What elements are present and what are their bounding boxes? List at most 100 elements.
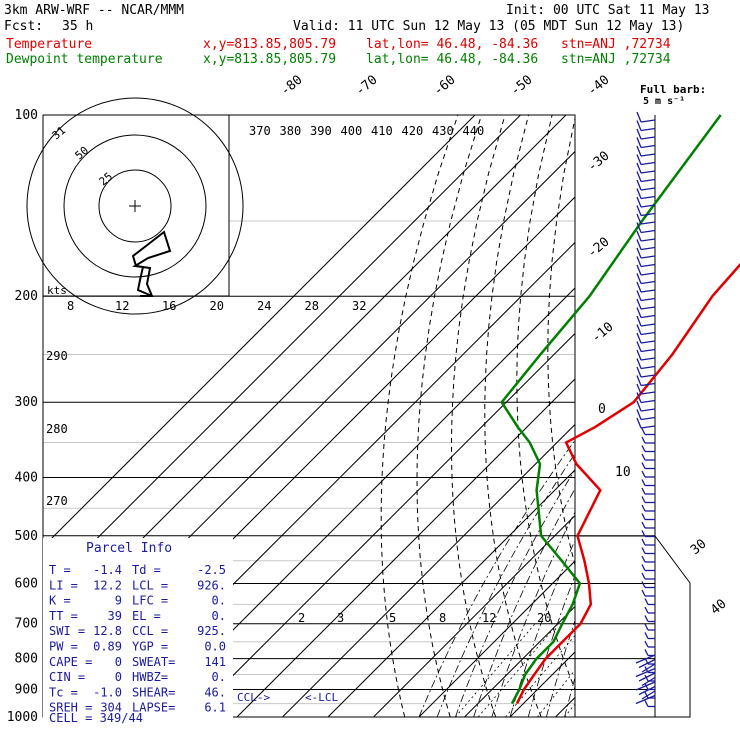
wind-barb — [641, 436, 655, 444]
mixing-ratio-label: 5 — [389, 611, 396, 625]
wind-barb — [641, 513, 655, 521]
wind-barb — [636, 358, 656, 370]
wind-barb — [641, 496, 655, 504]
wind-barb — [636, 222, 656, 234]
wind-barb-staff — [640, 170, 656, 174]
moist-adiabat — [455, 468, 575, 717]
barb-key-unit: 5 m s⁻¹ — [643, 96, 685, 107]
hodograph — [26, 97, 244, 315]
isotherm-label: -60 — [431, 72, 459, 99]
wind-barb — [641, 470, 655, 478]
wind-barb-staff — [640, 374, 656, 378]
wind-barb — [636, 281, 656, 293]
wind-barb — [636, 196, 656, 208]
mixing-ratio-line — [477, 623, 559, 717]
parcel-info-cell: Td = — [132, 563, 161, 577]
wind-barb-staff — [640, 314, 656, 319]
moist-adiabat — [637, 296, 740, 717]
parcel-info-bg — [43, 538, 233, 718]
wind-barb-flag — [644, 691, 649, 699]
wind-barbs — [635, 111, 656, 708]
wind-barb — [644, 623, 655, 631]
mixing-ratio-label: 20 — [537, 611, 551, 625]
wind-barb-staff — [640, 119, 656, 123]
wind-barb-flag — [641, 479, 646, 486]
wind-barb — [636, 417, 656, 429]
wind-barb — [636, 341, 656, 353]
wind-barb — [641, 581, 655, 589]
theta-label-low: 270 — [46, 494, 68, 508]
parcel-info-cell: -2.5 — [197, 563, 226, 577]
dry-adiabat — [689, 115, 740, 717]
mixing-ratio-label: 12 — [482, 611, 496, 625]
wind-barb — [644, 649, 655, 657]
wind-barb — [644, 632, 655, 640]
wind-barb — [644, 606, 655, 614]
wind-barb — [641, 479, 655, 487]
parcel-info-cell: SREH = — [49, 701, 92, 715]
hodograph-speed-label: 20 — [210, 299, 224, 313]
temperature-xy: x,y=813.85,805.79 — [203, 37, 336, 52]
wind-barb — [636, 392, 656, 404]
wind-barb-staff — [640, 365, 656, 370]
wind-barb — [636, 383, 656, 395]
wind-barb — [636, 366, 656, 378]
wind-barb-staff — [640, 195, 656, 200]
wind-barb-flag — [636, 375, 642, 386]
parcel-info-cell: 304 — [100, 701, 122, 715]
pressure-tick-label: 200 — [15, 289, 38, 304]
wind-barb-flag — [644, 674, 649, 682]
wind-barb-flag — [641, 513, 646, 520]
isotherm-line — [601, 115, 740, 717]
wind-barb-staff — [640, 382, 656, 387]
moist-adiabat — [491, 511, 575, 717]
wind-barb-flag — [636, 290, 642, 301]
isotherm-label: -40 — [585, 72, 613, 99]
isotherm-line — [43, 115, 476, 548]
wind-barb-staff — [640, 323, 656, 327]
parcel-info-cell: 0.89 — [93, 640, 122, 654]
wind-barb-flag — [641, 436, 646, 444]
theta-label: 380 — [280, 124, 302, 138]
wind-barb-flag — [636, 417, 642, 429]
pressure-tick-label: 100 — [15, 108, 38, 123]
theta-label: 420 — [402, 124, 424, 138]
parcel-info-cell: LFC = — [132, 594, 168, 608]
moist-adiabat — [546, 619, 575, 717]
parcel-info-cell: 925. — [197, 624, 226, 638]
wind-barb-flag — [636, 256, 642, 267]
wind-barb-staff — [640, 391, 656, 395]
wind-barb-low — [635, 694, 656, 705]
wind-barb-flag — [641, 547, 646, 554]
wind-barb-flag — [636, 145, 642, 157]
wind-barb-staff — [640, 246, 656, 251]
wind-barb-flag — [636, 154, 642, 165]
hodograph-speed-label: 24 — [257, 299, 271, 313]
parcel-info-cell: HWBZ= — [132, 670, 168, 684]
wind-barb — [644, 640, 655, 648]
temperature-latlon: lat,lon= 46.48, -84.36 — [366, 37, 538, 52]
parcel-info-cell: SWI = — [49, 624, 85, 638]
plot-frame — [42, 114, 576, 718]
lower-frame — [574, 478, 691, 718]
wind-barb-flag — [636, 392, 642, 403]
wind-barb-flag — [636, 137, 642, 148]
valid-time: Valid: 11 UTC Sun 12 May 13 (05 MDT Sun … — [293, 19, 684, 34]
hodograph-units: kts — [47, 284, 67, 297]
hodograph-speed-label: 16 — [162, 299, 176, 313]
wind-barb-staff — [640, 255, 656, 259]
model-title: 3km ARW-WRF -- NCAR/MMM — [4, 3, 184, 18]
wind-barb-staff — [640, 340, 656, 344]
wind-barb — [636, 137, 656, 149]
parcel-info-cell: LCL = — [132, 578, 168, 592]
wind-barb — [641, 547, 655, 555]
hodograph-ring-inner — [98, 169, 172, 243]
theta-label: 430 — [432, 124, 454, 138]
wind-barb-flag — [636, 247, 642, 259]
wind-barb-flag — [636, 222, 642, 233]
wind-barb — [636, 409, 656, 421]
wind-barb — [636, 247, 656, 259]
wind-barb — [636, 307, 656, 319]
